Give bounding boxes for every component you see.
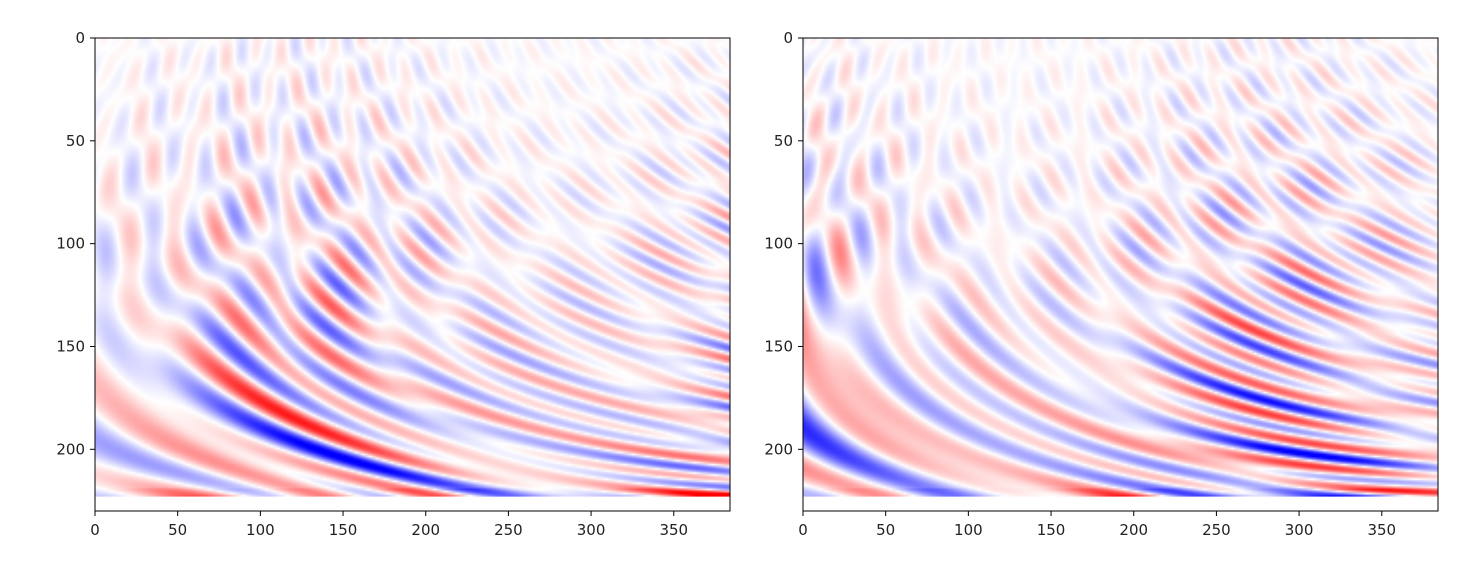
y-tick-label: 200 [56,440,85,458]
y-tick-label: 50 [66,132,85,150]
heatmap-image [95,38,730,497]
y-tick-label: 0 [783,29,793,47]
x-tick-label: 200 [411,521,440,539]
axes-frame [94,37,731,512]
x-tick-label: 300 [1285,521,1314,539]
heatmap-panel-2: 0 50 100 150 200 250 300 350 0 50 100 150 200 [764,29,1439,539]
y-tick-label: 200 [764,440,793,458]
x-tick-label: 150 [1037,521,1066,539]
y-tick-label: 50 [774,132,793,150]
x-tick-label: 50 [168,521,187,539]
y-tick-label: 150 [764,337,793,355]
x-tick-label: 150 [329,521,358,539]
y-tick-label: 100 [764,235,793,253]
heatmap-image [803,38,1438,497]
y-tick-label: 0 [75,29,85,47]
x-tick-label: 250 [494,521,523,539]
y-tick-label: 150 [56,337,85,355]
x-tick-label: 50 [876,521,895,539]
x-tick-label: 100 [246,521,275,539]
x-tick-label: 250 [1202,521,1231,539]
x-tick-label: 350 [659,521,688,539]
x-tick-label: 0 [798,521,808,539]
y-tick-label: 100 [56,235,85,253]
x-tick-label: 0 [90,521,100,539]
axes-frame [802,37,1439,512]
x-tick-label: 100 [954,521,983,539]
x-tick-label: 350 [1367,521,1396,539]
x-tick-label: 200 [1119,521,1148,539]
x-tick-label: 300 [577,521,606,539]
heatmap-panel-1: 0 50 100 150 200 250 300 350 0 50 100 150 200 [56,29,731,539]
